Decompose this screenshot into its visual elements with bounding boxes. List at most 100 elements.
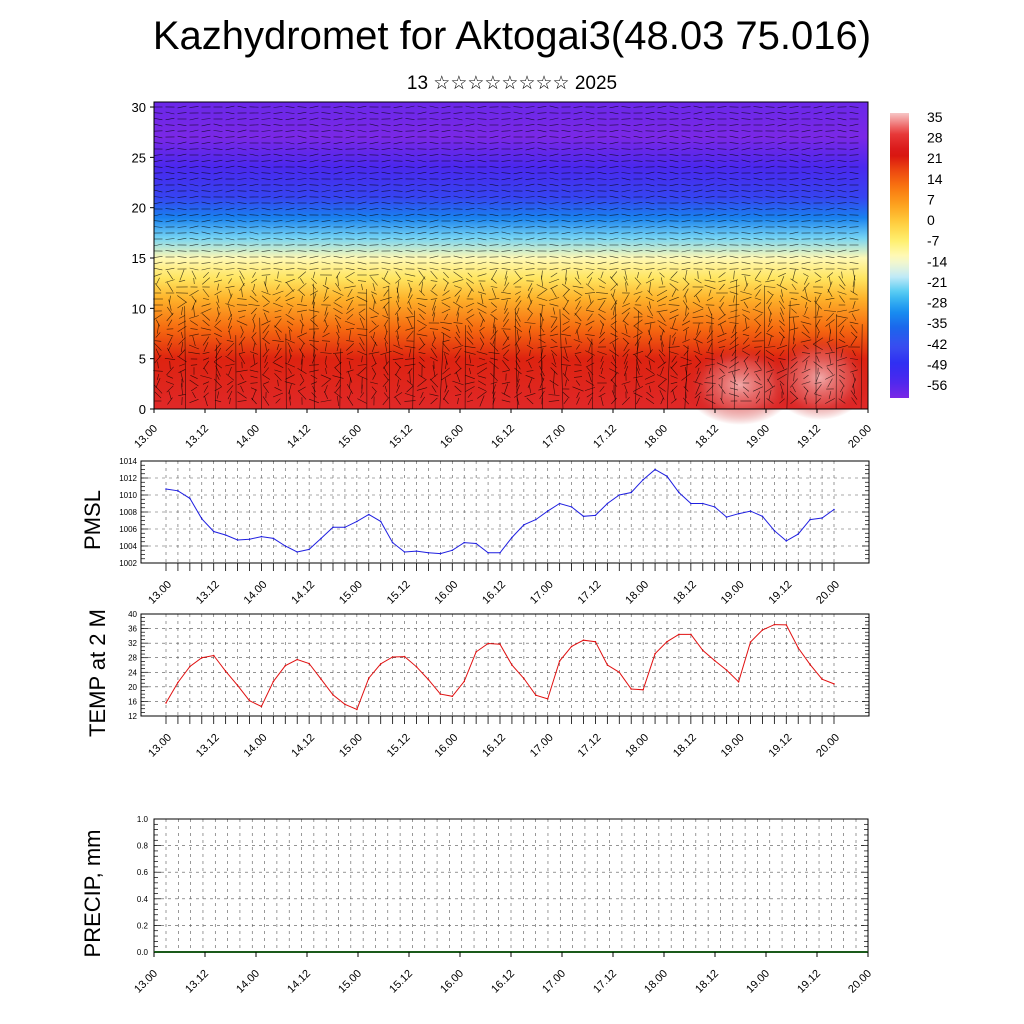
data-point [737, 512, 740, 515]
data-point [630, 491, 632, 494]
data-point [415, 666, 418, 668]
data-point [177, 490, 179, 492]
data-point [487, 642, 489, 645]
data-point [582, 639, 585, 641]
y-tick-label: 5 [139, 352, 146, 367]
x-tick-label: 19.00 [744, 968, 772, 996]
data-point [511, 536, 513, 539]
x-tick-label: 16.12 [480, 732, 508, 760]
data-point [666, 475, 668, 478]
x-tick-label: 19.12 [766, 732, 794, 760]
data-point [177, 681, 179, 684]
y-tick-label: 12 [128, 712, 137, 721]
data-point [713, 659, 716, 662]
data-point [272, 680, 275, 683]
x-tick-label: 18.00 [642, 423, 670, 451]
y-tick-label: 28 [128, 654, 137, 663]
colorbar-label: 35 [927, 109, 943, 125]
data-point [189, 497, 191, 500]
data-point [558, 502, 561, 505]
x-tick-label: 16.00 [438, 423, 466, 451]
x-tick-label: 19.12 [766, 579, 794, 607]
colorbar-label: 0 [927, 212, 935, 228]
x-tick-label: 17.00 [540, 423, 568, 451]
data-point [809, 518, 811, 521]
x-tick-label: 14.00 [242, 732, 270, 760]
x-tick-label: 15.12 [385, 732, 413, 760]
x-tick-label: 17.00 [540, 968, 568, 996]
data-point [427, 678, 430, 681]
data-point [320, 678, 322, 680]
y-tick-label: 25 [132, 150, 146, 165]
data-point [499, 552, 501, 554]
data-point [344, 703, 346, 706]
y-tick-label: 1008 [119, 508, 137, 517]
data-point [546, 698, 549, 700]
data-point [403, 655, 406, 658]
colorbar: 35 28 21 14 7 0 -7 -14 -21 -28 -35 -42 -49 -56 [890, 109, 947, 398]
data-point [833, 683, 835, 685]
data-point [511, 664, 513, 666]
data-point [761, 515, 764, 518]
x-tick-label: 13.00 [132, 968, 160, 996]
data-point [356, 708, 358, 711]
data-point [332, 526, 334, 529]
data-point [475, 542, 477, 545]
x-tick-label: 13.12 [183, 968, 211, 996]
x-tick-label: 14.00 [242, 579, 270, 607]
data-point [427, 552, 430, 554]
x-tick-label: 14.12 [285, 968, 313, 996]
data-point [725, 516, 728, 518]
y-tick-label: 0 [139, 402, 146, 417]
y-tick-label: 0.8 [137, 842, 149, 851]
x-tick-label: 19.00 [744, 423, 772, 451]
data-point [797, 533, 799, 535]
data-point [785, 540, 788, 542]
y-tick-label: 0.2 [137, 921, 149, 930]
data-point [308, 662, 310, 665]
warm-core-blob [770, 336, 870, 420]
colorbar-label: 28 [927, 130, 943, 146]
y-tick-label: 0.0 [137, 948, 149, 957]
y-tick-label: 1014 [119, 457, 137, 466]
x-tick-label: 13.00 [132, 423, 160, 451]
data-point [546, 510, 549, 512]
colorbar-label: -7 [927, 233, 940, 249]
data-point [224, 670, 227, 672]
x-tick-label: 18.12 [671, 579, 699, 607]
data-point [165, 488, 167, 490]
x-tick-label: 16.12 [480, 579, 508, 607]
data-point [475, 651, 477, 653]
x-tick-label: 18.12 [693, 968, 721, 996]
pmsl-panel: 1002 1004 1006 1008 1010 1012 1014 13.00 13.12 14… [80, 457, 870, 607]
x-tick-label: 13.12 [194, 732, 222, 760]
data-point [236, 539, 239, 541]
x-tick-label: 15.12 [387, 968, 415, 996]
x-tick-label: 20.00 [814, 732, 842, 760]
data-point [451, 549, 454, 552]
data-point [439, 693, 442, 695]
y-tick-label: 10 [132, 301, 146, 316]
chart-title: Kazhydromet for Aktogai3(48.03 75.016) [152, 14, 872, 58]
data-point [535, 518, 537, 521]
x-tick-label: 20.00 [846, 968, 874, 996]
x-tick-label: 19.12 [795, 968, 823, 996]
data-point [606, 664, 609, 666]
temp-panel: 12 16 20 24 28 32 36 40 13.00 13.12 14.00 14.12 15.0… [85, 609, 870, 760]
x-tick-label: 20.00 [846, 423, 874, 451]
data-point [201, 518, 203, 520]
colorbar-label: -21 [927, 274, 947, 290]
y-tick-label: 1.0 [137, 815, 149, 824]
x-tick-label: 16.00 [438, 968, 466, 996]
data-point [499, 643, 501, 645]
data-point [403, 551, 406, 553]
data-point [308, 548, 310, 551]
data-point [391, 656, 394, 658]
chart-subtitle: 13 ☆☆☆☆☆☆☆☆ 2025 [406, 73, 618, 94]
data-point [451, 695, 454, 698]
data-point [570, 645, 573, 648]
data-point [332, 694, 334, 696]
data-point [463, 541, 466, 544]
data-point [248, 538, 251, 540]
data-point [320, 537, 322, 540]
